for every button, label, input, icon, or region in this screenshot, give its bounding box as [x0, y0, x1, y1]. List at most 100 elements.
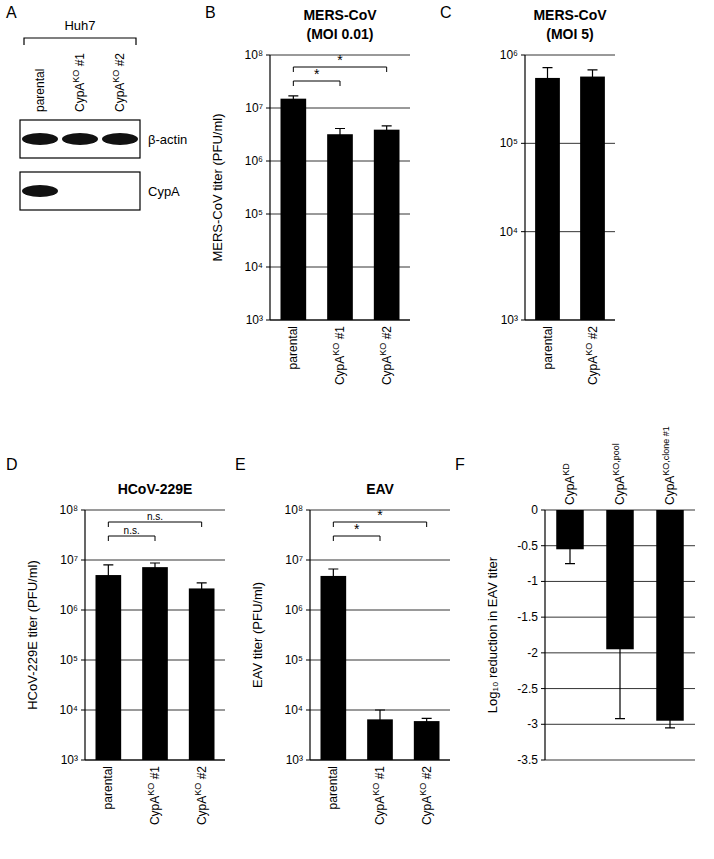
panel-letter: E [235, 456, 246, 473]
tick-label: 10⁶ [500, 48, 518, 62]
tick-label: 10⁷ [60, 553, 78, 567]
error-bar [665, 714, 675, 728]
label-part: CypA [148, 796, 162, 825]
tick-label: 0 [531, 503, 538, 517]
label-part: CypA [113, 83, 127, 112]
label-sup: KO,clone #1 [661, 426, 671, 476]
category-label: CypAKO #1 [331, 326, 347, 385]
label-part: CypA [563, 476, 577, 505]
error-bar [288, 96, 298, 102]
band-label: β-actin [148, 132, 187, 147]
tick-label: 10³ [501, 313, 518, 327]
tick-label: 10⁴ [244, 260, 263, 274]
bar [142, 567, 168, 760]
category-label: CypAKD [561, 463, 577, 505]
chart-subtitle: (MOI 0.01) [307, 26, 374, 42]
band [102, 133, 138, 145]
figure: AHuh7parentalCypAKO #1CypAKO #2β-actinCy… [0, 0, 714, 859]
category-label: CypAKO #2 [193, 766, 209, 825]
category-label: parental [286, 326, 300, 369]
bar [281, 99, 307, 320]
label-part: CypA [613, 476, 627, 505]
label-part: #1 [373, 766, 387, 783]
error-bar [197, 583, 207, 596]
error-bar [615, 580, 625, 719]
label-part: #1 [333, 326, 347, 343]
category-label: CypAKO #1 [371, 766, 387, 825]
tick-label: 10⁴ [284, 703, 303, 717]
label-part: #2 [195, 766, 209, 783]
tick-label: -1.5 [517, 610, 538, 624]
category-label: CypAKO #2 [584, 326, 600, 385]
error-bar [422, 718, 432, 724]
error-bar [382, 126, 392, 134]
label-sup: KO [111, 70, 121, 83]
category-label: CypAKO,pool [611, 443, 627, 505]
tick-label: 10³ [246, 313, 263, 327]
label-part: CypA [333, 356, 347, 385]
grid-line [545, 724, 695, 725]
band [62, 185, 98, 197]
bar [656, 510, 684, 721]
tick-label: 10⁵ [285, 653, 303, 667]
tick-label: 10⁶ [245, 154, 263, 168]
blot-title: Huh7 [64, 18, 95, 33]
chart-title: MERS-CoV [303, 7, 377, 23]
y-axis-label: HCoV-229E titer (PFU/ml) [25, 560, 40, 710]
label-part: CypA [195, 796, 209, 825]
tick-label: 10⁸ [245, 48, 263, 62]
bar [374, 130, 400, 320]
category-label: CypAKO #1 [146, 766, 162, 825]
label-sup: KO [71, 70, 81, 83]
tick-label: -2 [527, 646, 538, 660]
tick-label: 10⁵ [500, 136, 518, 150]
label-sup: KO [193, 783, 203, 796]
label-part: #2 [113, 53, 127, 70]
band [22, 185, 58, 197]
band-label: CypA [148, 184, 180, 199]
category-label: CypAKO #2 [418, 766, 434, 825]
error-bar [565, 535, 575, 564]
label-sup: KO [331, 343, 341, 356]
label-part: #1 [148, 766, 162, 783]
label-part: #2 [420, 766, 434, 783]
error-bar [375, 710, 385, 736]
panel-letter: C [440, 4, 452, 21]
label-sup: KO [584, 343, 594, 356]
category-label: CypAKO #2 [378, 326, 394, 385]
blot-frame [20, 120, 140, 158]
panel-letter: D [6, 456, 18, 473]
tick-label: -2.5 [517, 682, 538, 696]
panel-letter: F [455, 456, 465, 473]
label-sup: KO [418, 783, 428, 796]
grid-line [545, 760, 695, 761]
significance-label: * [337, 52, 343, 68]
y-axis [84, 510, 85, 760]
category-label: CypAKO,clone #1 [661, 426, 677, 505]
category-label: parental [326, 766, 340, 809]
grid-line [85, 560, 225, 561]
tick-label: 10⁷ [245, 101, 263, 115]
y-axis-label: Log₁₀ reduction in EAV titer [485, 556, 500, 713]
bar [414, 721, 440, 760]
error-bar [328, 569, 338, 586]
label-part: #1 [73, 53, 87, 70]
blot-frame [20, 172, 140, 210]
label-sup: KO [371, 783, 381, 796]
label-part: CypA [73, 83, 87, 112]
label-part: CypA [663, 476, 677, 505]
band [102, 185, 138, 197]
y-axis-label: EAV titer (PFU/ml) [250, 582, 265, 688]
tick-label: 10⁷ [285, 553, 303, 567]
label-part: CypA [586, 356, 600, 385]
y-axis [524, 55, 525, 320]
label-part: CypA [380, 356, 394, 385]
error-bar [543, 68, 553, 93]
label-sup: KO [146, 783, 156, 796]
tick-label: 10⁴ [59, 703, 78, 717]
panel-letter: B [205, 4, 216, 21]
panel-letter: A [6, 4, 17, 21]
bar [580, 77, 605, 320]
tick-label: 10⁵ [60, 653, 78, 667]
tick-label: 10⁶ [285, 603, 303, 617]
